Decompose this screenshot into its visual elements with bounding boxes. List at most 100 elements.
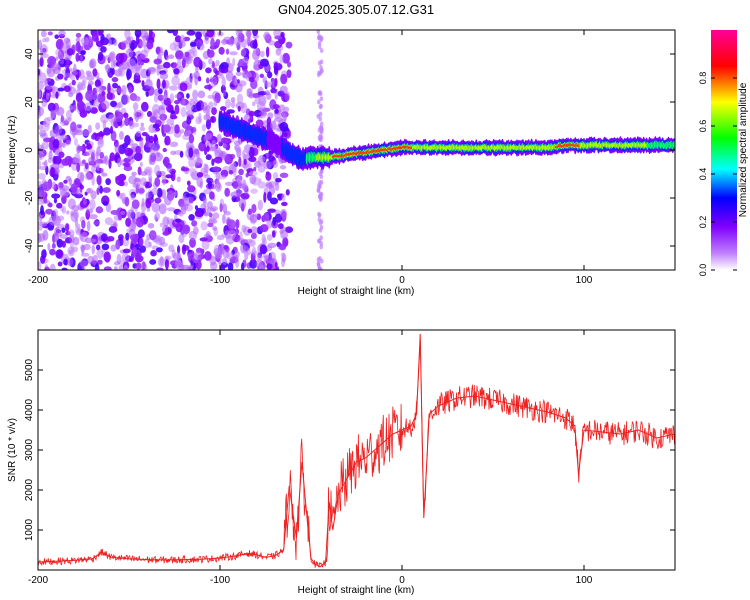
- figure-title: GN04.2025.305.07.12.G31: [278, 2, 434, 17]
- noise-blob: [263, 161, 272, 170]
- noise-blob: [153, 214, 158, 221]
- noise-blob: [184, 51, 190, 58]
- noise-blob: [97, 259, 103, 265]
- noise-blob: [247, 208, 253, 215]
- noise-blob: [57, 249, 63, 258]
- noise-blob: [79, 172, 84, 183]
- noise-blob: [257, 181, 267, 189]
- noise-blob: [169, 141, 179, 148]
- noise-blob: [161, 115, 165, 125]
- noise-blob: [78, 69, 85, 80]
- noise-blob: [153, 94, 159, 103]
- noise-blob: [158, 170, 166, 177]
- noise-blob: [188, 147, 194, 158]
- noise-blob: [216, 133, 222, 144]
- noise-blob: [182, 224, 191, 235]
- noise-blob: [219, 265, 226, 270]
- noise-blob: [57, 261, 63, 267]
- x-tick-label: 100: [576, 575, 593, 586]
- noise-blob: [121, 253, 130, 263]
- noise-blob: [200, 101, 208, 111]
- noise-blob: [38, 160, 42, 170]
- noise-blob: [137, 55, 142, 66]
- noise-blob: [39, 44, 48, 55]
- noise-blob: [38, 220, 44, 231]
- noise-blob: [44, 266, 50, 270]
- noise-blob: [38, 172, 46, 180]
- noise-blob: [162, 147, 167, 153]
- noise-blob: [285, 189, 290, 196]
- noise-blob: [181, 244, 187, 255]
- noise-blob: [208, 57, 213, 65]
- noise-blob: [159, 222, 164, 228]
- noise-blob: [140, 68, 149, 79]
- noise-blob: [86, 255, 95, 265]
- noise-blob: [133, 152, 143, 162]
- noise-blob: [63, 258, 69, 266]
- spectrogram-noise-layer: [38, 30, 324, 270]
- noise-blob: [44, 159, 48, 169]
- noise-blob: [259, 224, 269, 233]
- noise-blob: [79, 54, 83, 64]
- noise-blob: [53, 208, 59, 217]
- noise-blob: [179, 129, 185, 134]
- noise-blob: [66, 210, 70, 215]
- x-tick-label: 0: [399, 575, 405, 586]
- noise-blob: [248, 146, 255, 158]
- noise-blob: [141, 261, 146, 270]
- noise-blob: [53, 235, 58, 243]
- noise-blob: [93, 92, 100, 103]
- noise-blob: [92, 254, 98, 266]
- noise-blob: [135, 252, 140, 261]
- noise-blob: [202, 30, 207, 37]
- noise-blob: [59, 59, 65, 65]
- noise-blob: [259, 50, 265, 58]
- noise-blob: [124, 147, 134, 157]
- noise-blob: [55, 229, 62, 234]
- noise-blob: [57, 182, 62, 191]
- noise-blob: [63, 37, 70, 44]
- noise-blob: [61, 267, 68, 270]
- noise-blob: [196, 150, 201, 159]
- noise-blob: [207, 94, 214, 99]
- noise-blob: [103, 127, 111, 136]
- noise-blob: [220, 38, 228, 45]
- noise-blob: [148, 135, 154, 144]
- noise-blob: [187, 251, 192, 262]
- noise-blob: [150, 249, 157, 257]
- noise-blob: [76, 99, 84, 110]
- noise-blob: [95, 244, 101, 251]
- noise-blob: [105, 178, 111, 186]
- noise-blob: [164, 259, 169, 270]
- noise-blob: [153, 133, 158, 143]
- noise-blob: [129, 120, 135, 130]
- noise-blob: [148, 177, 152, 187]
- noise-blob: [52, 138, 60, 149]
- noise-blob: [38, 106, 45, 117]
- noise-blob: [148, 230, 157, 241]
- noise-blob: [319, 103, 323, 109]
- noise-blob: [52, 67, 61, 75]
- noise-blob: [235, 257, 240, 269]
- noise-blob: [97, 30, 104, 36]
- noise-blob: [108, 226, 118, 233]
- noise-blob: [280, 73, 288, 85]
- noise-blob: [224, 137, 229, 144]
- noise-blob: [267, 191, 272, 201]
- noise-blob: [242, 226, 252, 236]
- noise-blob: [211, 158, 215, 166]
- noise-blob: [87, 80, 94, 86]
- noise-blob: [132, 102, 139, 111]
- noise-blob: [77, 223, 81, 234]
- noise-blob: [250, 232, 257, 240]
- noise-blob: [86, 187, 94, 194]
- noise-blob: [101, 90, 106, 96]
- noise-blob: [76, 162, 81, 173]
- noise-blob: [283, 106, 290, 113]
- noise-blob: [125, 217, 131, 227]
- noise-blob: [90, 238, 97, 243]
- noise-blob: [316, 30, 321, 35]
- noise-blob: [135, 130, 142, 137]
- noise-blob: [149, 116, 157, 123]
